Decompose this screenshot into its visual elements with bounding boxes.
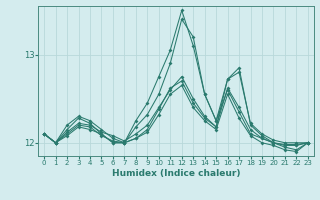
X-axis label: Humidex (Indice chaleur): Humidex (Indice chaleur) — [112, 169, 240, 178]
